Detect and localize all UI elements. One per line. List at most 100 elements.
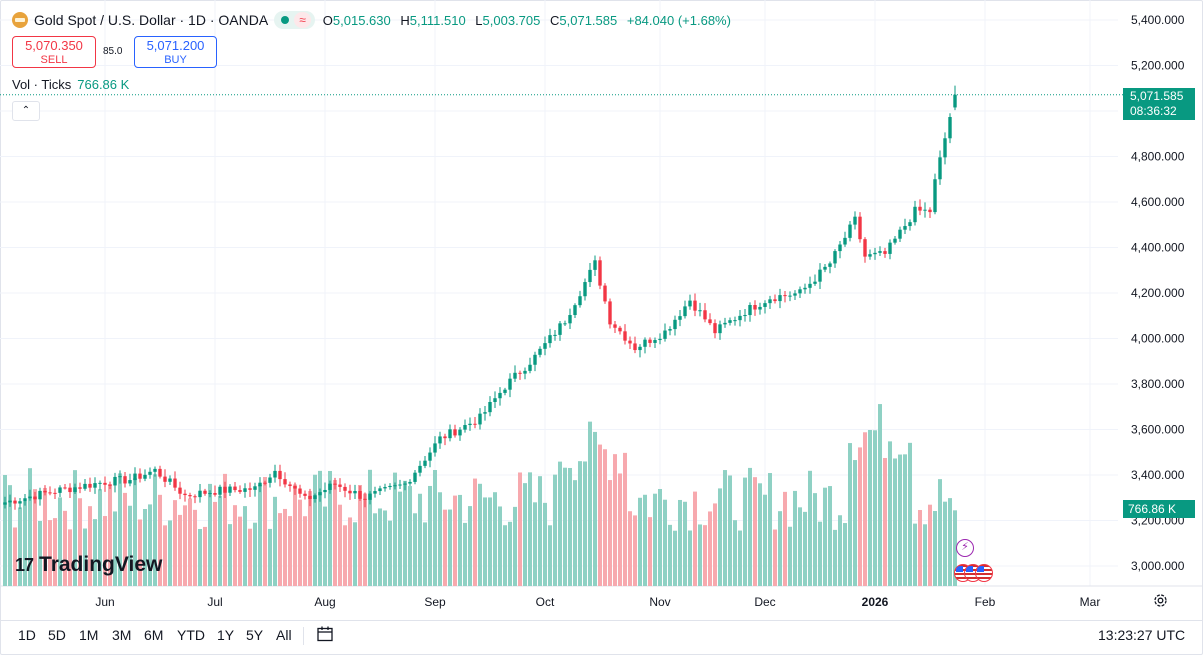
candle-body: [683, 306, 687, 317]
range-1y[interactable]: 1Y: [217, 627, 235, 643]
volume-bar: [838, 515, 842, 586]
candle-body: [513, 372, 517, 379]
candle-body: [663, 330, 667, 339]
candle-body: [573, 305, 577, 316]
candle-body: [633, 343, 637, 351]
volume-bar: [653, 493, 657, 586]
price-chart[interactable]: 3,000.0003,200.0003,400.0003,600.0003,80…: [0, 0, 1203, 620]
candle-body: [483, 412, 487, 414]
candle-body: [293, 486, 297, 489]
volume-bar: [403, 480, 407, 586]
range-1d[interactable]: 1D: [18, 627, 36, 643]
candle-body: [693, 300, 697, 311]
candle-body: [153, 468, 157, 472]
range-5y[interactable]: 5Y: [246, 627, 264, 643]
volume-bar: [368, 469, 372, 586]
volume-bar: [898, 454, 902, 586]
candle-body: [648, 339, 652, 343]
volume-bar: [718, 488, 722, 586]
candle-body: [73, 487, 77, 493]
candle-body: [723, 322, 727, 325]
sell-price: 5,070.350: [25, 38, 83, 53]
candle-body: [853, 216, 857, 225]
candle-body: [228, 486, 232, 493]
utc-clock[interactable]: 13:23:27 UTC: [1098, 627, 1186, 643]
symbol-title[interactable]: Gold Spot / U.S. Dollar · 1D · OANDA: [34, 12, 269, 28]
volume-bar: [708, 511, 712, 586]
volume-bar: [453, 495, 457, 586]
candle-body: [98, 482, 102, 484]
candle-body: [793, 293, 797, 296]
volume-legend[interactable]: Vol · Ticks 766.86 K: [12, 77, 129, 92]
volume-bar: [908, 442, 912, 586]
range-ytd[interactable]: YTD: [177, 627, 205, 643]
candle-body: [643, 339, 647, 347]
range-3m[interactable]: 3M: [112, 627, 132, 643]
candle-body: [558, 323, 562, 335]
volume-bar: [58, 497, 62, 586]
volume-bar: [923, 524, 927, 586]
volume-bar: [648, 517, 652, 586]
volume-bar: [88, 506, 92, 586]
volume-bar: [848, 443, 852, 586]
candle-body: [948, 117, 952, 139]
volume-bar: [888, 441, 892, 586]
volume-bar: [868, 429, 872, 586]
candle-body: [453, 429, 457, 436]
last-price-label: 5,071.585 08:36:32: [1123, 88, 1195, 120]
candle-body: [888, 242, 892, 254]
y-tick-label: 3,800.000: [1131, 377, 1185, 391]
volume-bar: [723, 470, 727, 586]
candle-body: [93, 483, 97, 488]
volume-bar: [473, 478, 477, 586]
volume-bar: [383, 510, 387, 586]
toolbar-divider: [303, 627, 304, 645]
candle-body: [303, 493, 307, 496]
spread-value: 85.0: [103, 46, 123, 57]
candle-body: [783, 295, 787, 297]
collapse-legend-button[interactable]: ⌃: [12, 101, 40, 121]
candle-body: [798, 289, 802, 294]
candle-body: [63, 487, 67, 489]
candle-body: [198, 490, 202, 498]
market-status-pill[interactable]: ≈: [274, 11, 315, 29]
volume-bar: [48, 520, 52, 586]
candle-body: [698, 310, 702, 312]
sell-button[interactable]: 5,070.350 SELL: [12, 36, 96, 68]
volume-bar: [508, 521, 512, 586]
candle-body: [263, 482, 267, 484]
volume-bar: [63, 510, 67, 586]
x-tick-label: Sep: [424, 595, 446, 609]
range-5d[interactable]: 5D: [48, 627, 66, 643]
volume-bar: [238, 516, 242, 586]
range-1m[interactable]: 1M: [79, 627, 99, 643]
candle-body: [43, 490, 47, 493]
x-tick-label: Feb: [975, 595, 996, 609]
volume-bar: [703, 525, 707, 586]
volume-bar: [733, 520, 737, 586]
ohlc-values: O5,015.630 H5,111.510 L5,003.705 C5,071.…: [322, 12, 731, 28]
volume-bar: [498, 506, 502, 586]
gear-icon[interactable]: [1152, 592, 1169, 609]
candle-body: [398, 484, 402, 486]
volume-bar: [203, 526, 207, 586]
volume-bar: [758, 483, 762, 586]
candle-body: [438, 436, 442, 444]
candle-body: [378, 488, 382, 492]
range-all[interactable]: All: [276, 627, 292, 643]
candle-body: [863, 239, 867, 257]
candle-body: [168, 478, 172, 482]
volume-bar: [288, 516, 292, 586]
us-flag-icon[interactable]: [975, 564, 993, 582]
volume-bar: [183, 505, 187, 586]
buy-button[interactable]: 5,071.200 BUY: [134, 36, 217, 68]
lightning-event-icon[interactable]: ⚡: [956, 539, 974, 557]
volume-bar: [783, 491, 787, 586]
range-6m[interactable]: 6M: [144, 627, 164, 643]
candle-body: [933, 179, 937, 213]
tradingview-logo[interactable]: 17 TradingView: [15, 553, 162, 577]
candle-body: [353, 490, 357, 494]
volume-bar: [918, 510, 922, 586]
goto-date-icon[interactable]: [316, 625, 334, 643]
candle-body: [673, 319, 677, 330]
